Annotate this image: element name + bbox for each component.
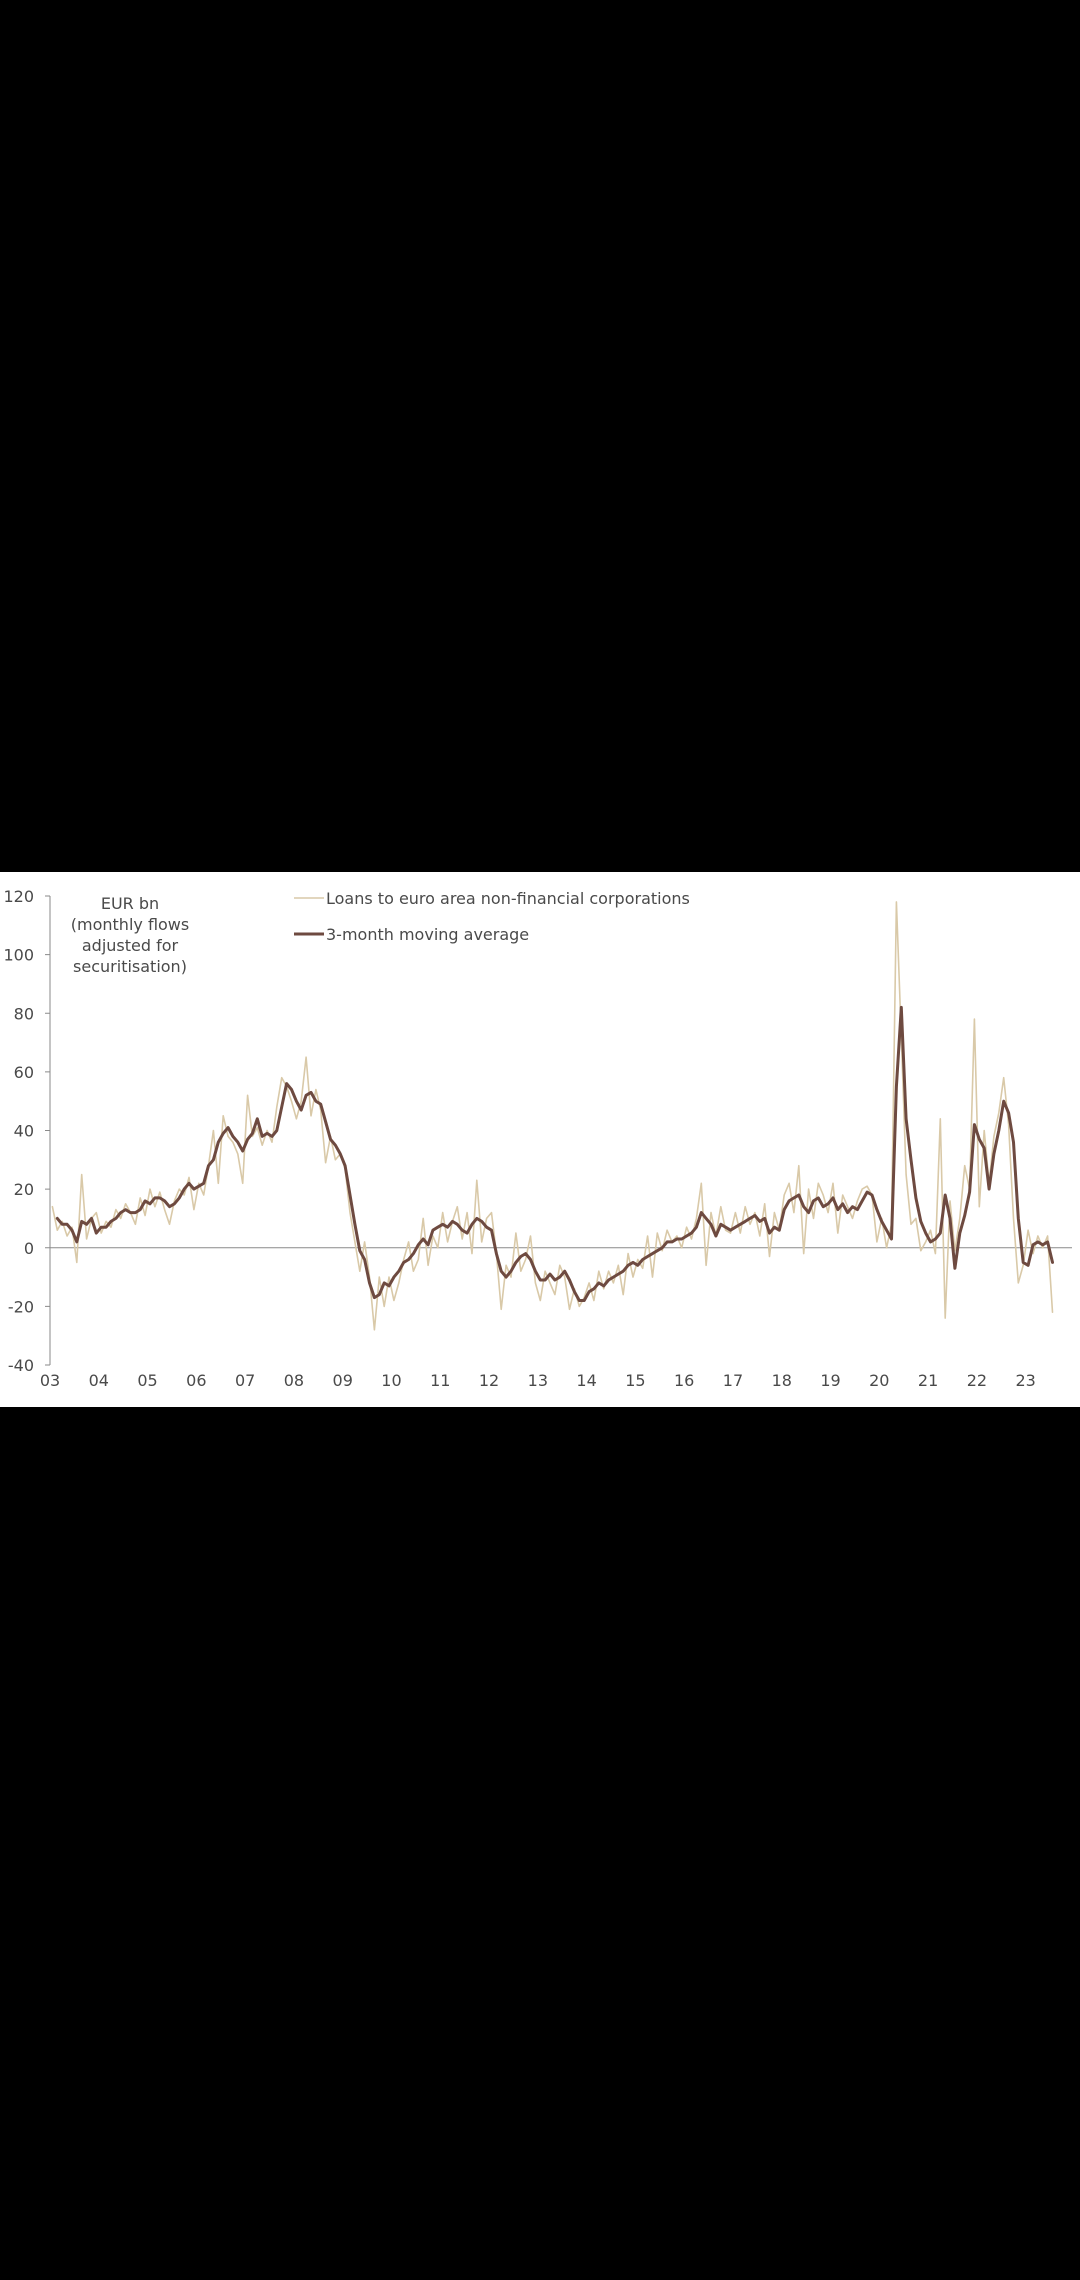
legend-label-loans: Loans to euro area non-financial corpora… (326, 889, 690, 908)
y-tick-label: 80 (14, 1004, 34, 1023)
y-axis: 120 100 80 60 40 20 0 -20 -40 (3, 887, 51, 1375)
legend-label-moving-average: 3-month moving average (326, 925, 529, 944)
x-tick-label: 21 (918, 1371, 938, 1390)
x-tick-label: 18 (772, 1371, 792, 1390)
x-tick-label: 15 (625, 1371, 645, 1390)
unit-label: EUR bn (monthly flows adjusted for securiti… (71, 894, 189, 976)
x-tick-label: 20 (869, 1371, 889, 1390)
y-tick-label: 20 (14, 1180, 34, 1199)
x-tick-label: 03 (40, 1371, 60, 1390)
x-tick-label: 07 (235, 1371, 255, 1390)
x-axis: 03 04 05 06 07 08 09 10 11 12 13 14 15 16 17 18 19 20 21 22… (40, 1371, 1036, 1390)
x-tick-label: 19 (820, 1371, 840, 1390)
x-tick-label: 23 (1015, 1371, 1035, 1390)
y-tick-label: 120 (3, 887, 34, 906)
x-tick-label: 09 (333, 1371, 353, 1390)
unit-label-line: securitisation) (73, 957, 187, 976)
y-tick-label: 60 (14, 1063, 34, 1082)
chart-panel: 120 100 80 60 40 20 0 -20 -40 03 04 05 06 07 08 09 10 11… (0, 872, 1080, 1407)
x-tick-label: 22 (967, 1371, 987, 1390)
series-line-loans (51, 901, 1054, 1331)
unit-label-line: EUR bn (101, 894, 159, 913)
x-tick-label: 17 (723, 1371, 743, 1390)
x-tick-label: 11 (430, 1371, 450, 1390)
legend: Loans to euro area non-financial corpora… (294, 889, 690, 944)
series-line-moving-average (55, 1005, 1054, 1302)
unit-label-line: (monthly flows (71, 915, 189, 934)
x-tick-label: 12 (479, 1371, 499, 1390)
x-tick-label: 06 (186, 1371, 206, 1390)
x-tick-label: 14 (576, 1371, 596, 1390)
unit-label-line: adjusted for (82, 936, 179, 955)
series-lines (51, 901, 1054, 1331)
x-tick-label: 16 (674, 1371, 694, 1390)
y-tick-label: 0 (24, 1239, 34, 1258)
y-tick-label: 100 (3, 946, 34, 965)
x-tick-label: 10 (381, 1371, 401, 1390)
y-tick-label: 40 (14, 1122, 34, 1141)
y-tick-label: -20 (8, 1297, 34, 1316)
y-tick-label: -40 (8, 1356, 34, 1375)
x-tick-label: 04 (89, 1371, 109, 1390)
x-tick-label: 13 (528, 1371, 548, 1390)
x-tick-label: 08 (284, 1371, 304, 1390)
x-tick-label: 05 (137, 1371, 157, 1390)
line-chart: 120 100 80 60 40 20 0 -20 -40 03 04 05 06 07 08 09 10 11… (3, 887, 1072, 1390)
